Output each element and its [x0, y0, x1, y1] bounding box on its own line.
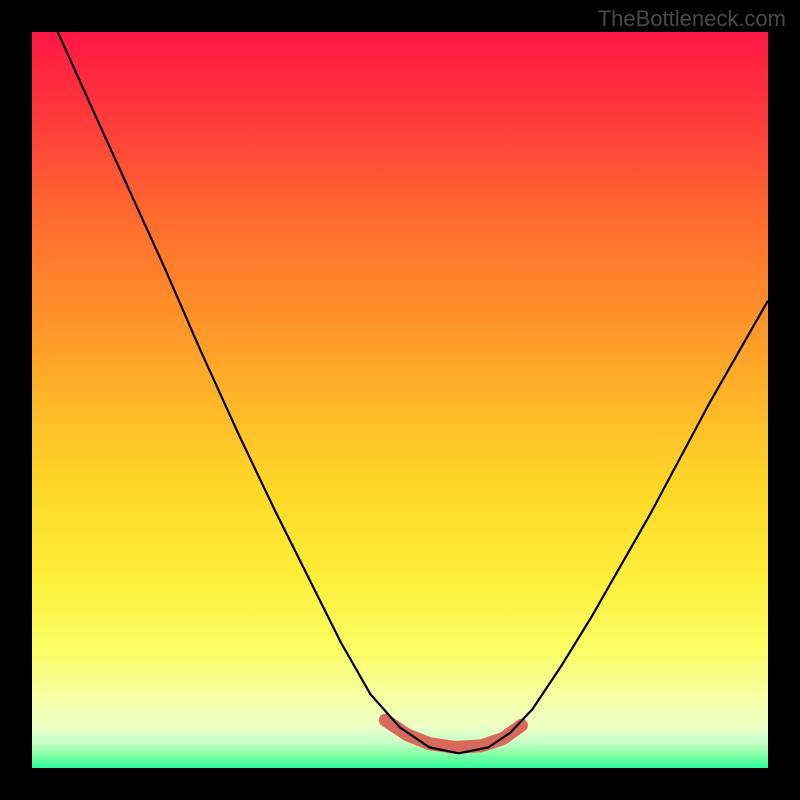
chart-background	[32, 32, 768, 768]
chart-svg	[32, 32, 768, 768]
watermark-text: TheBottleneck.com	[598, 6, 786, 32]
chart-plot-area	[32, 32, 768, 768]
